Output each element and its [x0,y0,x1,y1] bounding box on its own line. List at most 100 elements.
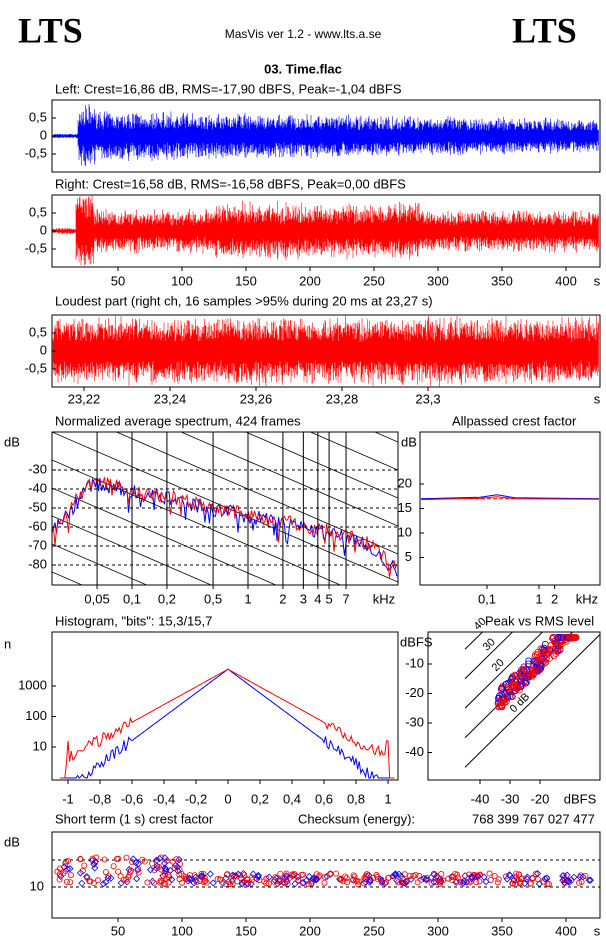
point [284,880,291,887]
point [282,872,290,880]
point [486,870,493,877]
point [378,876,385,883]
point [99,880,107,888]
point [174,867,182,875]
point [162,880,169,887]
x-unit: s [594,923,601,938]
point [91,864,99,872]
y-tick-label: 0 [40,222,47,237]
point [344,879,351,886]
point [414,879,421,886]
point [476,878,483,885]
point [476,872,483,879]
point [511,676,519,684]
point [129,855,137,863]
point [554,641,562,649]
point [523,873,531,881]
y-tick-label: -50 [28,499,47,514]
x-tick-label: 2 [279,591,286,606]
point [535,654,543,662]
x-tick-label: 2 [551,591,558,606]
y-tick-label: -70 [28,537,47,552]
point [101,856,108,863]
point [445,875,452,882]
point [244,877,251,884]
point [423,874,430,881]
point [305,880,312,887]
point [343,875,350,882]
point [543,647,551,655]
point [168,875,176,884]
x-unit: s [594,391,601,406]
point [563,877,571,885]
point [113,855,120,862]
point [350,877,357,884]
point [543,874,551,882]
x-unit: kHz [373,591,395,606]
x-tick-label: 23,24 [154,391,187,406]
point [217,876,224,883]
point [436,875,444,883]
point [420,874,428,882]
point [528,673,536,681]
point [513,685,521,693]
x-tick-label: 4 [314,591,321,606]
point [311,876,319,884]
point [428,880,435,887]
x-tick-label: 350 [491,273,513,288]
point [457,879,464,886]
axis-label: n [4,636,11,651]
plot-frame [51,631,399,781]
slope-line [52,628,398,778]
x-tick-label: 3 [300,591,307,606]
point [547,645,555,653]
waveform [52,315,599,387]
point [179,879,186,886]
point [401,879,409,887]
point [459,879,467,887]
x-tick-label: 100 [171,923,193,938]
spectrum-curve [51,477,398,577]
point [200,870,207,877]
point [536,664,543,672]
point [416,873,423,880]
y-tick-label: -40 [28,480,47,495]
point [505,871,514,879]
point [150,879,157,886]
x-tick-label: 50 [111,923,125,938]
y-tick-label: 10 [33,738,47,753]
point [534,668,542,675]
x-tick-label: 350 [491,923,513,938]
y-tick-label: 15 [398,500,412,515]
point [271,878,278,885]
x-tick-label: -0,2 [185,791,207,806]
y-tick-label: 0 [40,342,47,357]
x-tick-label: 150 [235,273,257,288]
x-unit: kHz [576,591,598,606]
point [248,874,255,881]
point [76,869,85,877]
point [467,878,474,885]
point [300,871,307,878]
scatter [494,634,580,711]
point [582,872,589,879]
waveform [52,195,599,266]
point [294,873,302,881]
y-tick-label: 10 [30,878,44,893]
point [527,880,534,887]
y-tick-label: 0 [40,127,47,142]
panel-title: Loudest part (right ch, 16 samples >95% … [55,293,433,308]
x-tick-label: 0,1 [478,591,496,606]
point [120,876,127,883]
axis-label: dBFS [400,634,433,649]
point [198,872,206,880]
point [374,873,381,880]
point [244,879,251,886]
point [519,665,527,673]
point [94,877,101,884]
x-tick-label: -0,8 [89,791,111,806]
point [173,863,182,871]
point [552,650,560,657]
point [67,872,74,879]
axis-label: dB [401,434,417,449]
